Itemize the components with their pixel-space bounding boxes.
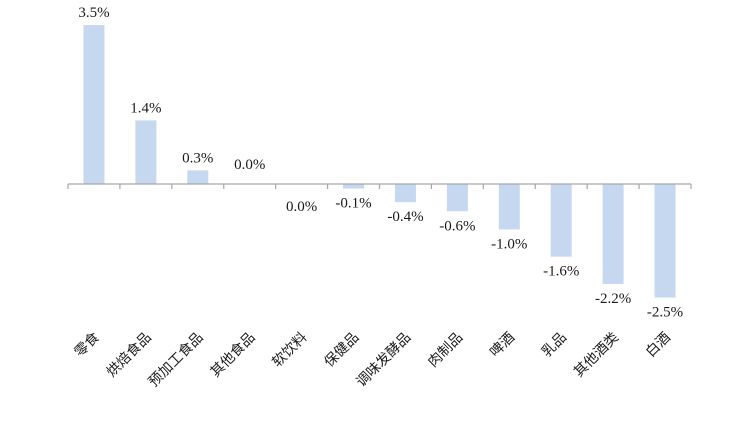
data-label: -1.6% [543,264,579,280]
category-label: 保健品 [321,330,362,371]
category-label: 预加工食品 [145,329,207,391]
category-label: 肉制品 [425,330,466,371]
bar [550,184,572,257]
bar [135,120,157,184]
data-label: 0.0% [286,199,317,215]
data-label: 0.3% [182,150,213,166]
category-label: 啤酒 [487,330,518,361]
bar [498,184,520,230]
bar [343,184,365,189]
category-label: 软饮料 [269,330,310,371]
data-label: -0.6% [439,218,475,234]
data-label: -2.5% [647,305,683,321]
category-label: 白酒 [643,330,674,361]
data-label: -0.1% [335,196,371,212]
category-label: 其他酒类 [571,330,622,381]
data-label: 1.4% [130,100,161,116]
bar [394,184,416,203]
bars-group [83,25,676,298]
data-label: -2.2% [595,291,631,307]
x-axis-ticks [67,184,692,189]
data-labels-group: 3.5% 1.4% 0.3% 0.0% 0.0% -0.1% -0.4% -0.6% -1.0%… [78,5,683,321]
data-label: 3.5% [78,5,109,21]
category-label: 调味发酵品 [353,330,414,391]
bar [83,25,105,184]
data-label: -1.0% [491,236,527,252]
bar [602,184,624,284]
data-label: -0.4% [387,209,423,225]
category-label: 乳品 [539,330,570,361]
bar [187,170,209,184]
data-label: 0.0% [234,157,265,173]
category-label: 烘焙食品 [103,329,155,381]
category-label: 其他食品 [207,329,259,381]
category-label: 零食 [71,329,103,361]
bar [654,184,676,298]
bar [446,184,468,212]
